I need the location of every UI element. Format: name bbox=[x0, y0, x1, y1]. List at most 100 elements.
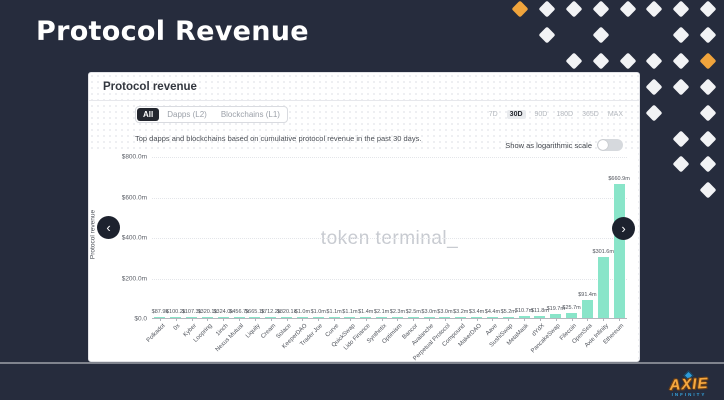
bar-aave[interactable] bbox=[486, 317, 498, 318]
tab-blockchains-l1-[interactable]: Blockchains (L1) bbox=[220, 110, 280, 119]
diamond-icon bbox=[592, 0, 610, 18]
x-tick bbox=[207, 318, 209, 321]
bar-value-label: $320.1k bbox=[197, 309, 218, 315]
x-tick bbox=[476, 318, 478, 321]
range-90d[interactable]: 90D bbox=[534, 111, 548, 118]
chart-area: Protocol revenue token terminal_ $800.0m… bbox=[90, 153, 638, 362]
bar-liquity[interactable] bbox=[249, 317, 261, 318]
y-tick-label: $800.0m bbox=[121, 153, 147, 161]
axie-infinity-logo: AXIE INFINITY bbox=[660, 370, 718, 397]
bar-value-label: $11.8m bbox=[530, 307, 549, 314]
diamond-icon bbox=[672, 78, 690, 96]
carousel-prev-button[interactable]: ‹ bbox=[97, 216, 120, 239]
bar-value-label: $4.4m bbox=[484, 309, 501, 315]
bar-avalanche[interactable] bbox=[423, 317, 435, 318]
bar-value-label: $5.2m bbox=[500, 308, 516, 315]
gridline bbox=[152, 238, 627, 239]
range-180d[interactable]: 180D bbox=[556, 111, 574, 118]
x-tick bbox=[413, 318, 415, 321]
bar-loopring[interactable] bbox=[201, 317, 213, 318]
bar-value-label: $2.5m bbox=[405, 309, 421, 315]
diamond-icon bbox=[699, 130, 717, 148]
bar-value-label: $324.0k bbox=[213, 309, 234, 315]
bar-cream[interactable] bbox=[265, 317, 277, 318]
bar-makerdao[interactable] bbox=[471, 317, 483, 318]
x-tick bbox=[191, 318, 193, 321]
bar-value-label: $660.9m bbox=[608, 176, 630, 183]
footer: AXIE INFINITY bbox=[0, 364, 724, 400]
x-tick-label: Cream bbox=[260, 323, 277, 340]
carousel-next-button[interactable]: › bbox=[612, 217, 635, 240]
bar-metamask[interactable] bbox=[518, 315, 530, 318]
tab-dapps-l2-[interactable]: Dapps (L2) bbox=[167, 110, 207, 119]
bar-synthetix[interactable] bbox=[376, 317, 388, 318]
bar-keeperdao[interactable] bbox=[296, 317, 308, 318]
card-title: Protocol revenue bbox=[103, 81, 197, 93]
bar-ethereum[interactable] bbox=[613, 184, 625, 318]
bar-value-label: $3.0m bbox=[421, 309, 437, 315]
bar-value-label: $87.9k bbox=[151, 309, 169, 315]
range-30d[interactable]: 30D bbox=[506, 110, 526, 119]
chart-controls: All Dapps (L2) Blockchains (L1) 7D 30D 90D 18… bbox=[89, 101, 639, 153]
x-tick bbox=[175, 318, 177, 321]
bar-nexus-mutual[interactable] bbox=[233, 317, 245, 318]
diamond-icon bbox=[699, 181, 717, 199]
bar-polkadot[interactable] bbox=[154, 317, 166, 318]
chart-subtitle: Top dapps and blockchains based on cumul… bbox=[135, 134, 422, 143]
log-scale-toggle[interactable] bbox=[597, 139, 623, 151]
bar-kyber[interactable] bbox=[186, 317, 198, 318]
bar-value-label: $3.4m bbox=[468, 309, 485, 315]
bar-filecoin[interactable] bbox=[566, 312, 578, 318]
bar-perpetual-protocol[interactable] bbox=[439, 317, 451, 318]
log-scale-label: Show as logarithmic scale bbox=[505, 140, 592, 150]
bar-value-label: $107.3k bbox=[181, 309, 202, 315]
x-tick bbox=[254, 318, 256, 321]
bar-value-label: $10.7m bbox=[514, 307, 534, 314]
diamond-icon bbox=[699, 0, 717, 18]
bar-trader-joe[interactable] bbox=[312, 317, 324, 318]
x-tick-label: Liquity bbox=[244, 323, 262, 340]
bar-pancakeswap[interactable] bbox=[550, 314, 562, 318]
bar-dydx[interactable] bbox=[534, 315, 546, 318]
diamond-icon bbox=[645, 52, 663, 70]
x-tick bbox=[334, 318, 336, 321]
bar-sushiswap[interactable] bbox=[502, 316, 514, 318]
diamond-icon bbox=[699, 78, 717, 96]
x-tick bbox=[318, 318, 320, 321]
bar-axie-infinity[interactable] bbox=[597, 256, 609, 318]
diamond-icon bbox=[538, 0, 556, 18]
bar-value-label: $1.0m bbox=[294, 309, 311, 315]
bar-value-label: $1.1m bbox=[342, 309, 358, 315]
bar-bancor[interactable] bbox=[407, 317, 419, 318]
footer-divider bbox=[0, 362, 724, 364]
range-7d[interactable]: 7D bbox=[488, 111, 498, 118]
x-tick bbox=[286, 318, 288, 321]
dataset-tabs: All Dapps (L2) Blockchains (L1) bbox=[135, 106, 288, 123]
bar-compound[interactable] bbox=[455, 317, 467, 318]
bar-quickswap[interactable] bbox=[344, 317, 356, 318]
bar-value-label: $3.0m bbox=[437, 309, 453, 315]
bar-solace[interactable] bbox=[281, 317, 293, 318]
diamond-icon bbox=[699, 155, 717, 173]
bar-1inch[interactable] bbox=[217, 317, 229, 318]
bar-value-label: $3.2m bbox=[453, 309, 469, 315]
bar-value-label: $2.3m bbox=[389, 309, 406, 315]
range-365d[interactable]: 365D bbox=[582, 111, 599, 118]
tab-all[interactable]: All bbox=[137, 108, 160, 121]
x-tick-label: 0x bbox=[173, 323, 182, 332]
protocol-revenue-card: Protocol revenue All Dapps (L2) Blockchain… bbox=[88, 72, 640, 362]
diamond-icon bbox=[511, 0, 529, 18]
bar-0x[interactable] bbox=[170, 317, 182, 318]
y-tick-label: $0.0 bbox=[134, 315, 147, 323]
bar-optimism[interactable] bbox=[391, 317, 403, 318]
bar-opensea[interactable] bbox=[581, 299, 593, 318]
diamond-icon bbox=[565, 52, 583, 70]
diamond-icon bbox=[699, 26, 717, 44]
range-max[interactable]: MAX bbox=[607, 111, 623, 118]
bar-lido-finance[interactable] bbox=[360, 317, 372, 318]
x-tick-label: Polkadot bbox=[145, 323, 167, 344]
bar-value-label: $301.6m bbox=[592, 248, 614, 255]
bar-value-label: $2.1m bbox=[373, 309, 390, 315]
bar-curve[interactable] bbox=[328, 317, 340, 318]
